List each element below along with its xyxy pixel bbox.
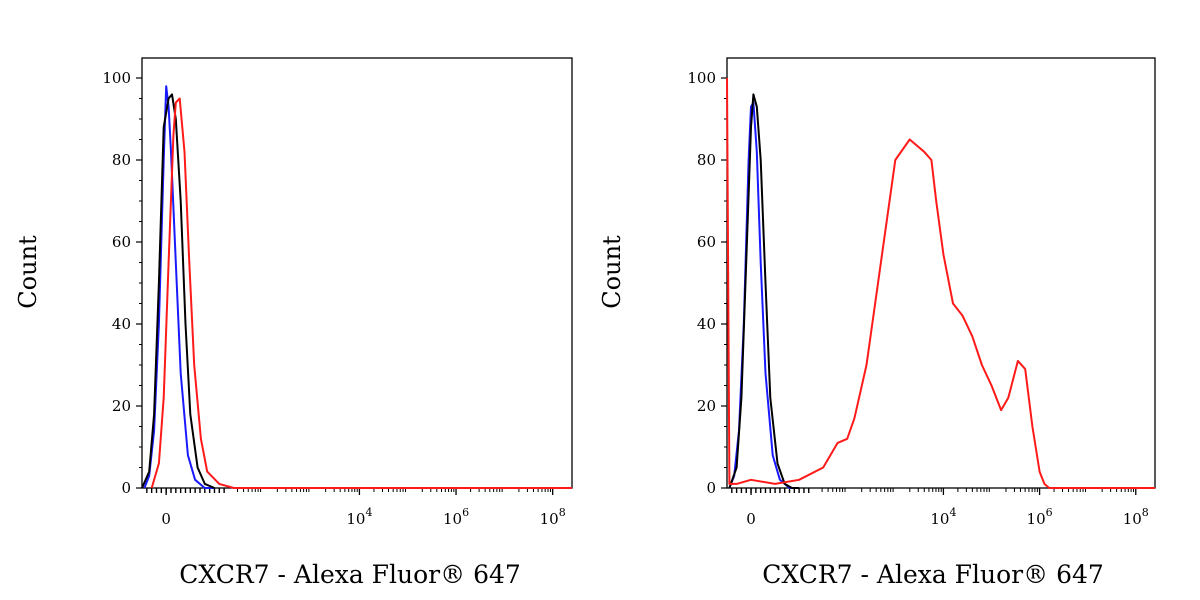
x-axis-title: CXCR7 - Alexa Fluor® 647 — [762, 560, 1104, 589]
y-tick-label: 80 — [112, 151, 131, 169]
x-tick-exponent: 8 — [1142, 506, 1149, 519]
x-tick-exponent: 6 — [462, 506, 469, 519]
y-tick-label: 60 — [112, 233, 131, 251]
x-tick-label: 108 — [540, 506, 566, 528]
y-tick-label: 0 — [706, 479, 716, 497]
series-line-red — [150, 97, 572, 489]
histogram-panel-left: 0 20 40 60 80 100 0 104 106 108 Count CXCR7 - Alexa… — [14, 57, 573, 589]
x-tick-exponent: 6 — [1046, 506, 1053, 519]
y-axis-title: Count — [598, 235, 626, 309]
y-tick-label: 0 — [121, 479, 131, 497]
x-tick-label: 0 — [746, 510, 756, 528]
y-tick-label: 80 — [697, 151, 716, 169]
y-tick-label: 100 — [102, 69, 131, 87]
y-tick-label: 20 — [112, 397, 131, 415]
x-tick-exponent: 4 — [949, 506, 956, 519]
series-line-blue — [143, 85, 215, 489]
y-tick-label: 20 — [697, 397, 716, 415]
series-line-black — [141, 93, 215, 489]
x-tick-exponent: 4 — [365, 506, 372, 519]
y-tick-label: 40 — [112, 315, 131, 333]
x-tick-label: 104 — [346, 506, 372, 528]
y-axis-title: Count — [14, 235, 42, 309]
x-tick-label: 106 — [443, 506, 469, 528]
x-tick-label: 104 — [930, 506, 956, 528]
plot-frame — [141, 57, 573, 489]
x-tick-label: 0 — [161, 510, 171, 528]
histogram-panel-right: 0 20 40 60 80 100 0 104 106 108 Count CXCR7 - Alexa… — [598, 57, 1156, 589]
x-tick-label: 108 — [1123, 506, 1149, 528]
series-line-red — [726, 77, 1155, 489]
y-tick-label: 100 — [687, 69, 716, 87]
series-line-black — [728, 93, 800, 489]
y-tick-label: 60 — [697, 233, 716, 251]
x-tick-label: 106 — [1027, 506, 1053, 528]
x-tick-exponent: 8 — [559, 506, 566, 519]
x-axis-title: CXCR7 - Alexa Fluor® 647 — [179, 560, 521, 589]
plot-frame — [726, 57, 1156, 489]
y-tick-label: 40 — [697, 315, 716, 333]
